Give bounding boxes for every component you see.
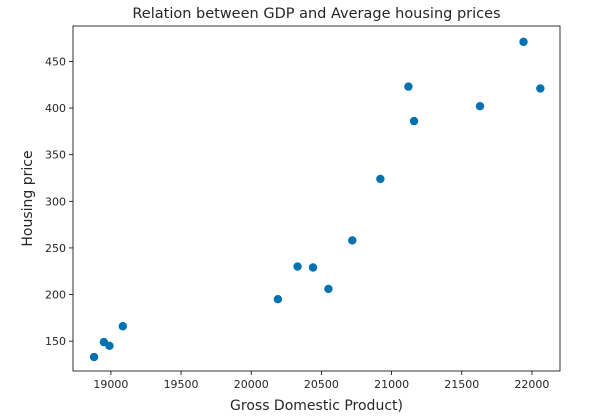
data-point [308,263,318,272]
y-tick-label: 400 [45,102,66,115]
data-points [89,37,545,362]
y-axis-label: Housing price [20,150,36,246]
y-tick-label: 350 [45,149,66,162]
x-tick-label: 19500 [164,378,199,391]
data-point [404,82,413,91]
chart-title: Relation between GDP and Average housing… [132,6,500,22]
y-tick-label: 250 [45,242,66,255]
y-tick-label: 200 [45,289,66,302]
data-point [273,295,283,304]
x-tick-label: 20000 [234,378,269,391]
data-point [105,341,114,351]
y-tick-label: 450 [45,55,66,68]
plot-area-frame [72,25,561,372]
data-point [324,284,333,294]
data-point [475,101,485,111]
data-point [519,37,528,47]
x-tick-label: 22000 [514,378,549,391]
x-tick-label: 21500 [444,378,479,391]
data-point [118,322,128,331]
x-tick-label: 21000 [374,378,409,391]
x-tick-label: 20500 [304,378,339,391]
y-axis-ticks: 150 200 250 300 350 400 450 [45,55,73,348]
data-point [348,236,357,245]
x-axis-ticks: 19000 19500 20000 20500 21000 21500 22000 [93,371,549,391]
y-tick-label: 150 [45,335,66,348]
x-tick-label: 19000 [93,378,128,391]
data-point [376,174,385,184]
x-axis-label: Gross Domestic Product) [230,398,403,414]
y-tick-label: 300 [45,195,66,208]
data-point [89,352,99,362]
data-point [293,262,302,271]
data-point [409,116,419,126]
data-point [536,84,545,93]
